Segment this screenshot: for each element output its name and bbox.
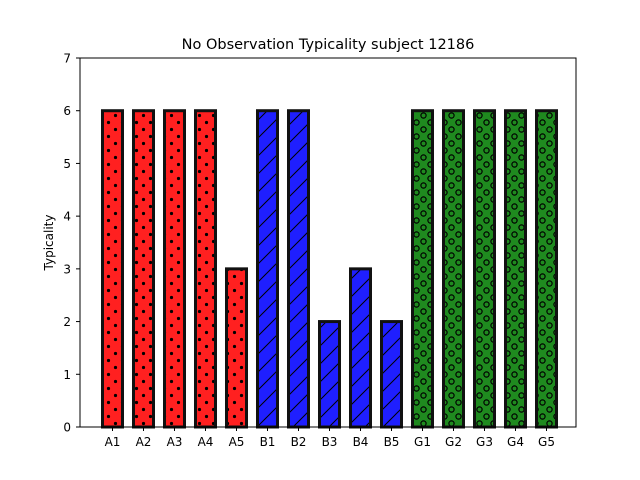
x-tick-label: B5 bbox=[384, 435, 400, 449]
x-tick-label: A2 bbox=[136, 435, 152, 449]
x-tick-label: G3 bbox=[476, 435, 493, 449]
bar-g4 bbox=[504, 109, 527, 429]
bar-a4 bbox=[194, 109, 217, 429]
bar-hatch bbox=[163, 109, 186, 429]
bar-a3 bbox=[163, 109, 186, 429]
x-tick-label: B4 bbox=[353, 435, 369, 449]
y-axis-label: Typicality bbox=[42, 215, 56, 272]
y-tick-label: 2 bbox=[63, 315, 71, 329]
x-axis-ticks: A1 A2 A3 A4 A5 B1 B2 B3 B4 B5 G1 G2 G3 G4 G5 bbox=[105, 427, 555, 449]
x-tick-label: A4 bbox=[198, 435, 214, 449]
x-tick-label: A3 bbox=[167, 435, 183, 449]
bar-a5 bbox=[225, 267, 248, 429]
bar-a1 bbox=[101, 109, 124, 429]
bar-hatch bbox=[318, 320, 341, 429]
x-tick-label: A5 bbox=[229, 435, 245, 449]
bar-a2 bbox=[132, 109, 155, 429]
x-tick-label: G5 bbox=[538, 435, 555, 449]
x-tick-label: A1 bbox=[105, 435, 121, 449]
bar-hatch bbox=[411, 109, 434, 429]
y-tick-label: 4 bbox=[63, 210, 71, 224]
x-tick-label: B1 bbox=[260, 435, 276, 449]
bar-hatch bbox=[380, 320, 403, 429]
x-tick-label: G4 bbox=[507, 435, 524, 449]
bar-g1 bbox=[411, 109, 434, 429]
bars-group bbox=[101, 109, 558, 429]
y-tick-label: 1 bbox=[63, 368, 71, 382]
bar-hatch bbox=[535, 109, 558, 429]
bar-hatch bbox=[101, 109, 124, 429]
y-tick-label: 0 bbox=[63, 421, 71, 435]
y-tick-label: 3 bbox=[63, 262, 71, 276]
bar-g2 bbox=[442, 109, 465, 429]
bar-b2 bbox=[287, 109, 310, 429]
bar-hatch bbox=[349, 267, 372, 429]
bar-b1 bbox=[256, 109, 279, 429]
x-tick-label: B2 bbox=[291, 435, 307, 449]
x-tick-label: G2 bbox=[445, 435, 462, 449]
y-tick-label: 5 bbox=[63, 157, 71, 171]
bar-hatch bbox=[287, 109, 310, 429]
bar-hatch bbox=[225, 267, 248, 429]
bar-b5 bbox=[380, 320, 403, 429]
y-tick-label: 7 bbox=[63, 52, 71, 66]
plot-area-frame bbox=[79, 57, 577, 428]
x-tick-label: G1 bbox=[414, 435, 431, 449]
y-tick-label: 6 bbox=[63, 104, 71, 118]
bar-hatch bbox=[194, 109, 217, 429]
bar-g3 bbox=[473, 109, 496, 429]
bar-b4 bbox=[349, 267, 372, 429]
bar-hatch bbox=[132, 109, 155, 429]
bar-b3 bbox=[318, 320, 341, 429]
bar-hatch bbox=[504, 109, 527, 429]
bar-hatch bbox=[256, 109, 279, 429]
bar-g5 bbox=[535, 109, 558, 429]
x-tick-label: B3 bbox=[322, 435, 338, 449]
chart-title: No Observation Typicality subject 12186 bbox=[182, 37, 475, 53]
bar-hatch bbox=[442, 109, 465, 429]
bar-hatch bbox=[473, 109, 496, 429]
y-axis-ticks: 0 1 2 3 4 5 6 7 bbox=[63, 52, 80, 435]
